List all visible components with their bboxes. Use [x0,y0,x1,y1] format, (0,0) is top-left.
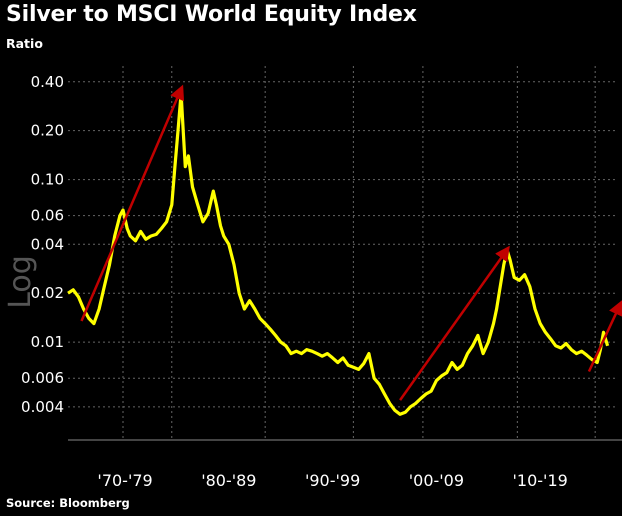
y-tick-label: 0.20 [31,122,64,140]
y-tick-label: 0.06 [31,207,64,225]
y-tick-label: 0.10 [31,171,64,189]
y-axis: 0.40 0.20 0.10 0.06 0.04 0.02 0.01 0.006 0.004 [21,73,64,416]
trend-arrow-1 [399,245,510,401]
source-note: Source: Bloomberg [6,496,130,510]
trend-arrow-0 [80,84,185,322]
y-axis-label: Log [3,255,38,309]
chart-title: Silver to MSCI World Equity Index [6,2,417,27]
x-tick-label: '70-'79 [97,471,152,490]
y-tick-label: 0.004 [21,398,64,416]
y-tick-label: 0.40 [31,73,64,91]
y-tick-label: 0.006 [21,369,64,387]
y-tick-label: 0.04 [31,235,64,253]
chart-svg: 0.40 0.20 0.10 0.06 0.04 0.02 0.01 0.006 0.004 '… [3,66,622,490]
trend-lines [80,84,622,401]
series-line-0 [67,91,610,416]
grid [68,66,618,440]
x-tick-label: '90-'99 [305,471,360,490]
series-group [67,91,610,416]
y-tick-label: 0.01 [31,333,64,351]
trend-arrow-2 [587,300,622,373]
x-tick-label: '00-'09 [409,471,464,490]
x-tick-label: '80-'89 [201,471,256,490]
chart-subtitle: Ratio [6,36,43,51]
x-tick-label: '10-'19 [513,471,568,490]
y-tick-label: 0.02 [31,284,64,302]
x-axis: '70-'79 '80-'89 '90-'99 '00-'09 '10-'19 [97,471,567,490]
